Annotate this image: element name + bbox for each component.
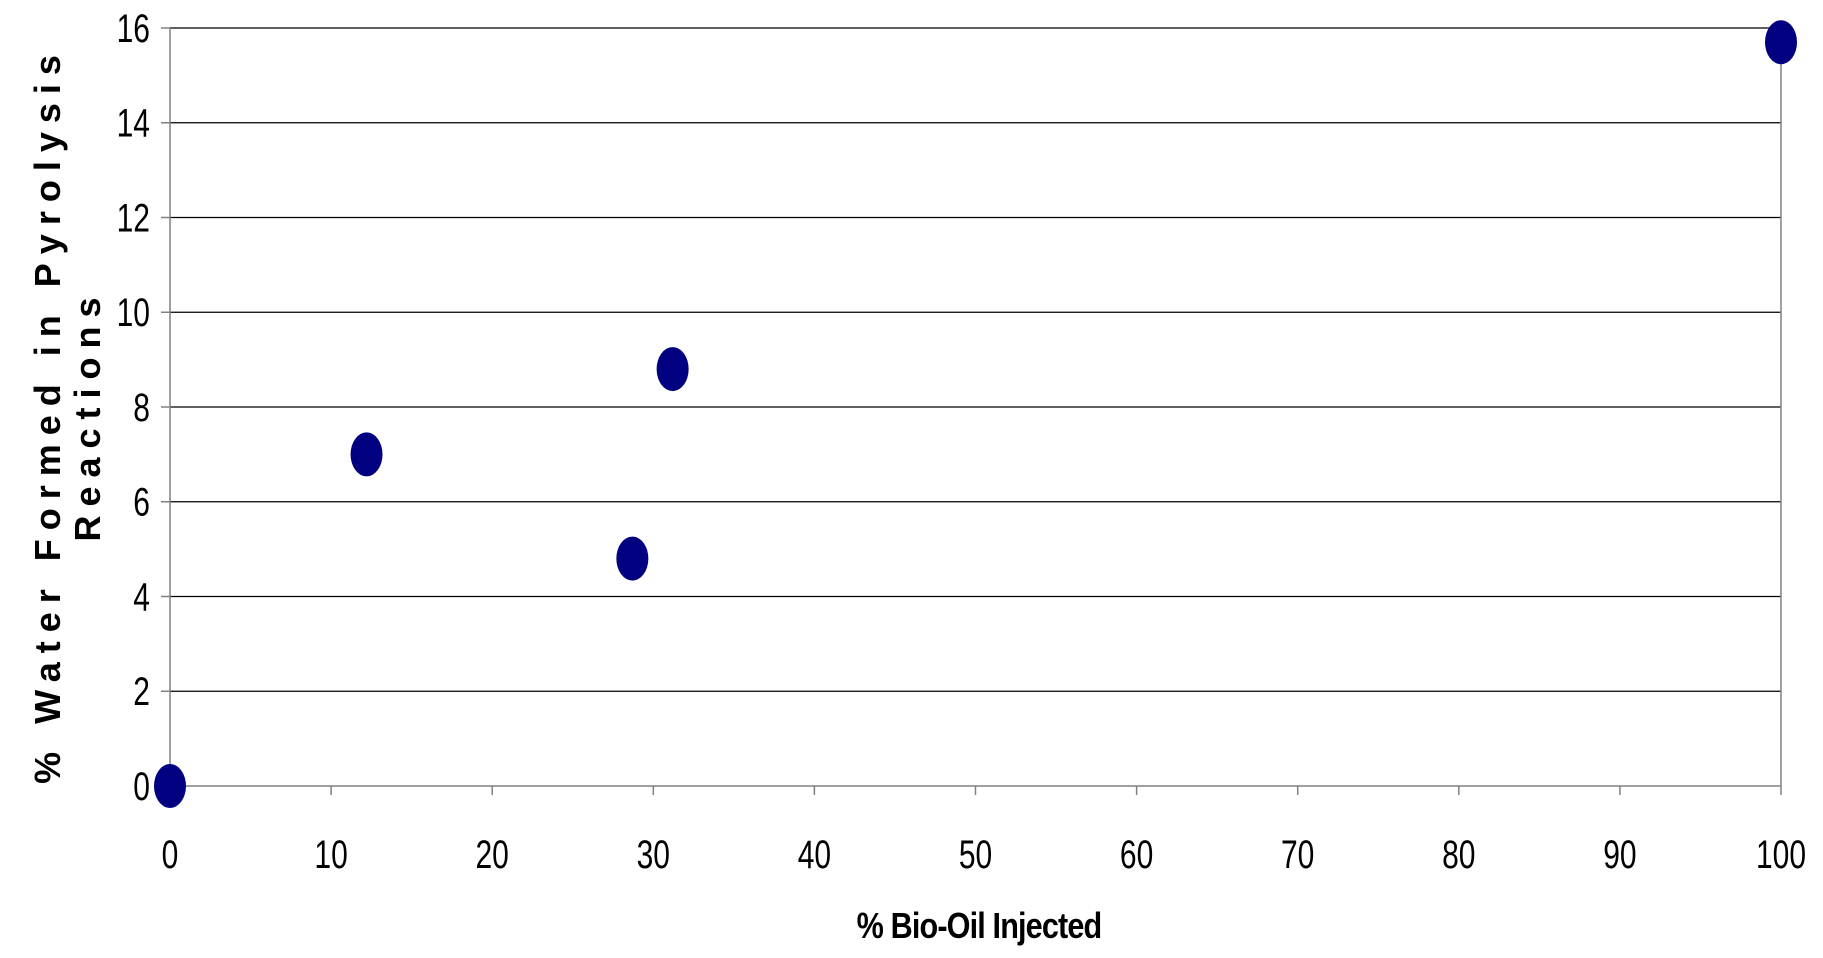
y-tick-label-8: 8 <box>133 386 150 430</box>
data-point-0-2 <box>616 536 649 581</box>
x-tick-label-10: 10 <box>314 833 347 877</box>
x-tick-label-70: 70 <box>1281 833 1314 877</box>
x-tick-label-80: 80 <box>1442 833 1475 877</box>
data-point-0-4 <box>1765 20 1797 65</box>
x-tick-label-20: 20 <box>476 833 509 877</box>
data-point-0-0 <box>154 764 186 808</box>
tick-labels: 0 2 4 6 8 10 12 14 16 0 10 20 30 40 50 60 70 80 90 100 <box>117 7 1806 877</box>
x-tick-label-90: 90 <box>1603 833 1636 877</box>
x-axis-title: % Bio-Oil Injected <box>857 907 1102 947</box>
data-points <box>154 20 1797 808</box>
x-tick-label-50: 50 <box>959 833 992 877</box>
x-tick-label-60: 60 <box>1120 833 1153 877</box>
y-tick-label-0: 0 <box>133 765 150 809</box>
y-tick-label-10: 10 <box>117 291 150 335</box>
x-tick-label-30: 30 <box>637 833 670 877</box>
gridlines <box>170 27 1781 692</box>
y-tick-label-12: 12 <box>117 196 150 240</box>
y-tick-label-14: 14 <box>117 102 150 146</box>
y-axis-title-line-2: Reactions <box>67 288 108 541</box>
y-tick-label-16: 16 <box>117 7 150 51</box>
data-point-0-1 <box>350 432 383 477</box>
x-tick-label-100: 100 <box>1756 833 1806 877</box>
y-axis-title-line-1: % Water Formed in Pyrolysis <box>27 46 68 784</box>
y-tick-label-4: 4 <box>133 575 150 619</box>
x-tick-label-0: 0 <box>162 833 179 877</box>
y-axis-title: % Water Formed in Pyrolysis Reactions <box>27 46 108 784</box>
data-point-0-3 <box>656 347 689 392</box>
x-tick-label-40: 40 <box>798 833 831 877</box>
y-tick-label-6: 6 <box>133 481 150 525</box>
axes <box>161 27 1782 795</box>
y-tick-label-2: 2 <box>133 670 150 714</box>
